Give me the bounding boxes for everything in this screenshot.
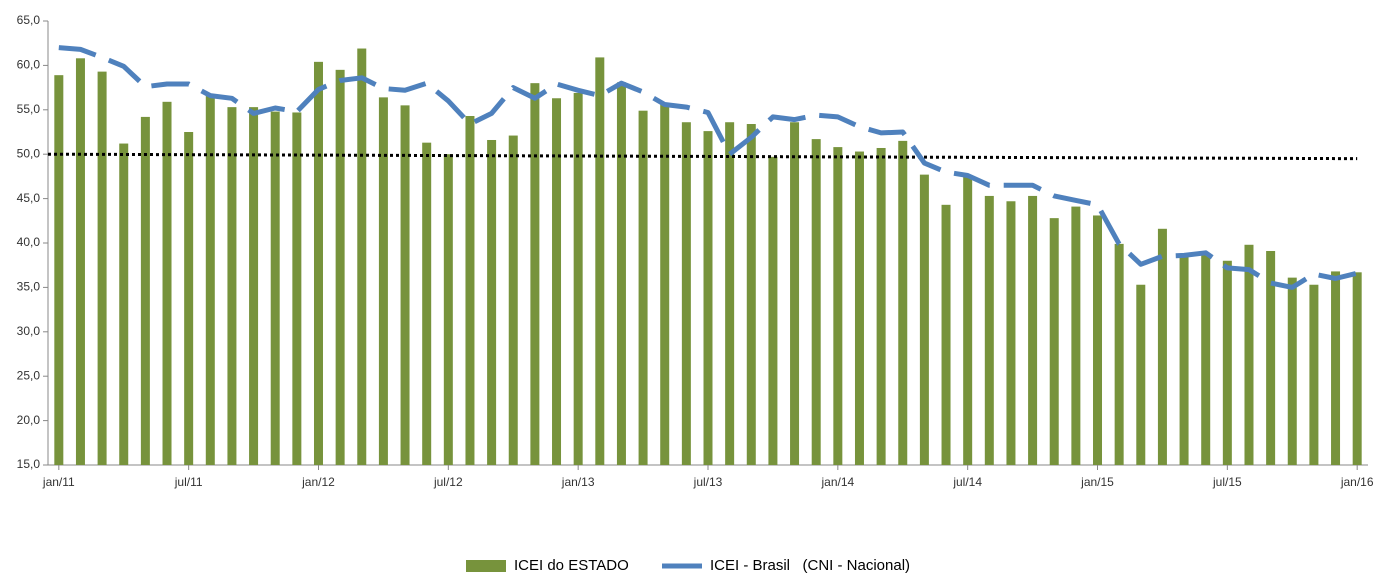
bar bbox=[638, 110, 648, 466]
x-tick-label: jul/14 bbox=[952, 475, 982, 489]
x-tick-label: jan/14 bbox=[820, 475, 854, 489]
bar bbox=[876, 147, 886, 465]
bar bbox=[75, 58, 85, 466]
bar bbox=[292, 112, 302, 466]
bar bbox=[1266, 250, 1276, 465]
bar bbox=[1201, 253, 1211, 465]
bar bbox=[227, 107, 237, 466]
bar bbox=[1352, 272, 1362, 465]
bar bbox=[833, 147, 843, 465]
bar bbox=[790, 122, 800, 466]
y-tick-label: 50,0 bbox=[17, 146, 41, 160]
y-tick-label: 65,0 bbox=[17, 13, 41, 27]
bar bbox=[1222, 260, 1232, 465]
bar bbox=[443, 154, 453, 465]
bar bbox=[703, 131, 713, 465]
bar bbox=[530, 83, 540, 465]
bar bbox=[378, 97, 388, 466]
legend-label: ICEI do ESTADO bbox=[514, 557, 629, 574]
bar bbox=[941, 204, 951, 466]
bar bbox=[1093, 215, 1103, 465]
bar bbox=[595, 57, 605, 466]
bar bbox=[1028, 195, 1038, 465]
line-series bbox=[58, 45, 1358, 290]
bar bbox=[984, 195, 994, 465]
bar bbox=[1136, 284, 1146, 465]
bar bbox=[811, 139, 821, 465]
bar bbox=[746, 124, 756, 466]
y-tick-label: 60,0 bbox=[17, 58, 41, 72]
x-tick-label: jan/11 bbox=[42, 475, 75, 489]
bar bbox=[768, 156, 778, 465]
bar bbox=[400, 105, 410, 466]
bar bbox=[119, 143, 129, 465]
bar bbox=[1309, 284, 1319, 465]
bar bbox=[313, 61, 323, 466]
bar bbox=[660, 104, 670, 466]
bar bbox=[508, 135, 518, 465]
bar bbox=[1287, 277, 1297, 465]
y-tick-label: 35,0 bbox=[17, 280, 41, 294]
bar bbox=[552, 98, 562, 466]
bar bbox=[140, 116, 150, 466]
bar bbox=[1179, 256, 1189, 465]
bar bbox=[681, 122, 691, 466]
bar bbox=[249, 107, 259, 466]
bar bbox=[184, 132, 194, 465]
trend-line bbox=[47, 152, 1358, 161]
x-tick-label: jan/12 bbox=[301, 475, 335, 489]
x-tick-label: jan/16 bbox=[1340, 475, 1374, 489]
legend-label: ICEI - Brasil (CNI - Nacional) bbox=[710, 557, 910, 574]
bar bbox=[465, 116, 475, 466]
bar bbox=[1006, 201, 1016, 466]
bar bbox=[1331, 271, 1341, 465]
bar bbox=[162, 101, 172, 466]
bar bbox=[487, 139, 497, 465]
bar bbox=[54, 75, 64, 465]
bar bbox=[270, 111, 280, 466]
bar bbox=[357, 48, 367, 465]
x-tick-label: jul/15 bbox=[1212, 475, 1242, 489]
bar bbox=[1049, 218, 1059, 465]
bar bbox=[616, 82, 626, 465]
bar bbox=[422, 142, 432, 465]
y-tick-label: 45,0 bbox=[17, 191, 41, 205]
bar bbox=[1244, 244, 1254, 465]
x-tick-label: jan/15 bbox=[1080, 475, 1114, 489]
x-tick-label: jul/11 bbox=[174, 475, 203, 489]
bar bbox=[725, 122, 735, 466]
y-tick-label: 55,0 bbox=[17, 102, 41, 116]
bar bbox=[854, 151, 864, 465]
bar bbox=[1071, 206, 1081, 466]
bar bbox=[97, 71, 107, 465]
bar bbox=[963, 175, 973, 465]
x-tick-label: jul/13 bbox=[693, 475, 723, 489]
bar bbox=[205, 95, 215, 465]
x-tick-label: jan/13 bbox=[561, 475, 595, 489]
bar bbox=[335, 69, 345, 465]
bar bbox=[573, 92, 583, 465]
y-tick-label: 15,0 bbox=[17, 457, 41, 471]
bar bbox=[898, 140, 908, 465]
y-tick-label: 20,0 bbox=[17, 413, 41, 427]
y-tick-label: 30,0 bbox=[17, 324, 41, 338]
bar bbox=[919, 174, 929, 465]
y-tick-label: 25,0 bbox=[17, 368, 41, 382]
bar bbox=[1114, 243, 1124, 465]
y-tick-label: 40,0 bbox=[17, 235, 41, 249]
bar bbox=[1157, 228, 1167, 465]
legend-swatch bbox=[466, 560, 506, 572]
x-tick-label: jul/12 bbox=[433, 475, 463, 489]
